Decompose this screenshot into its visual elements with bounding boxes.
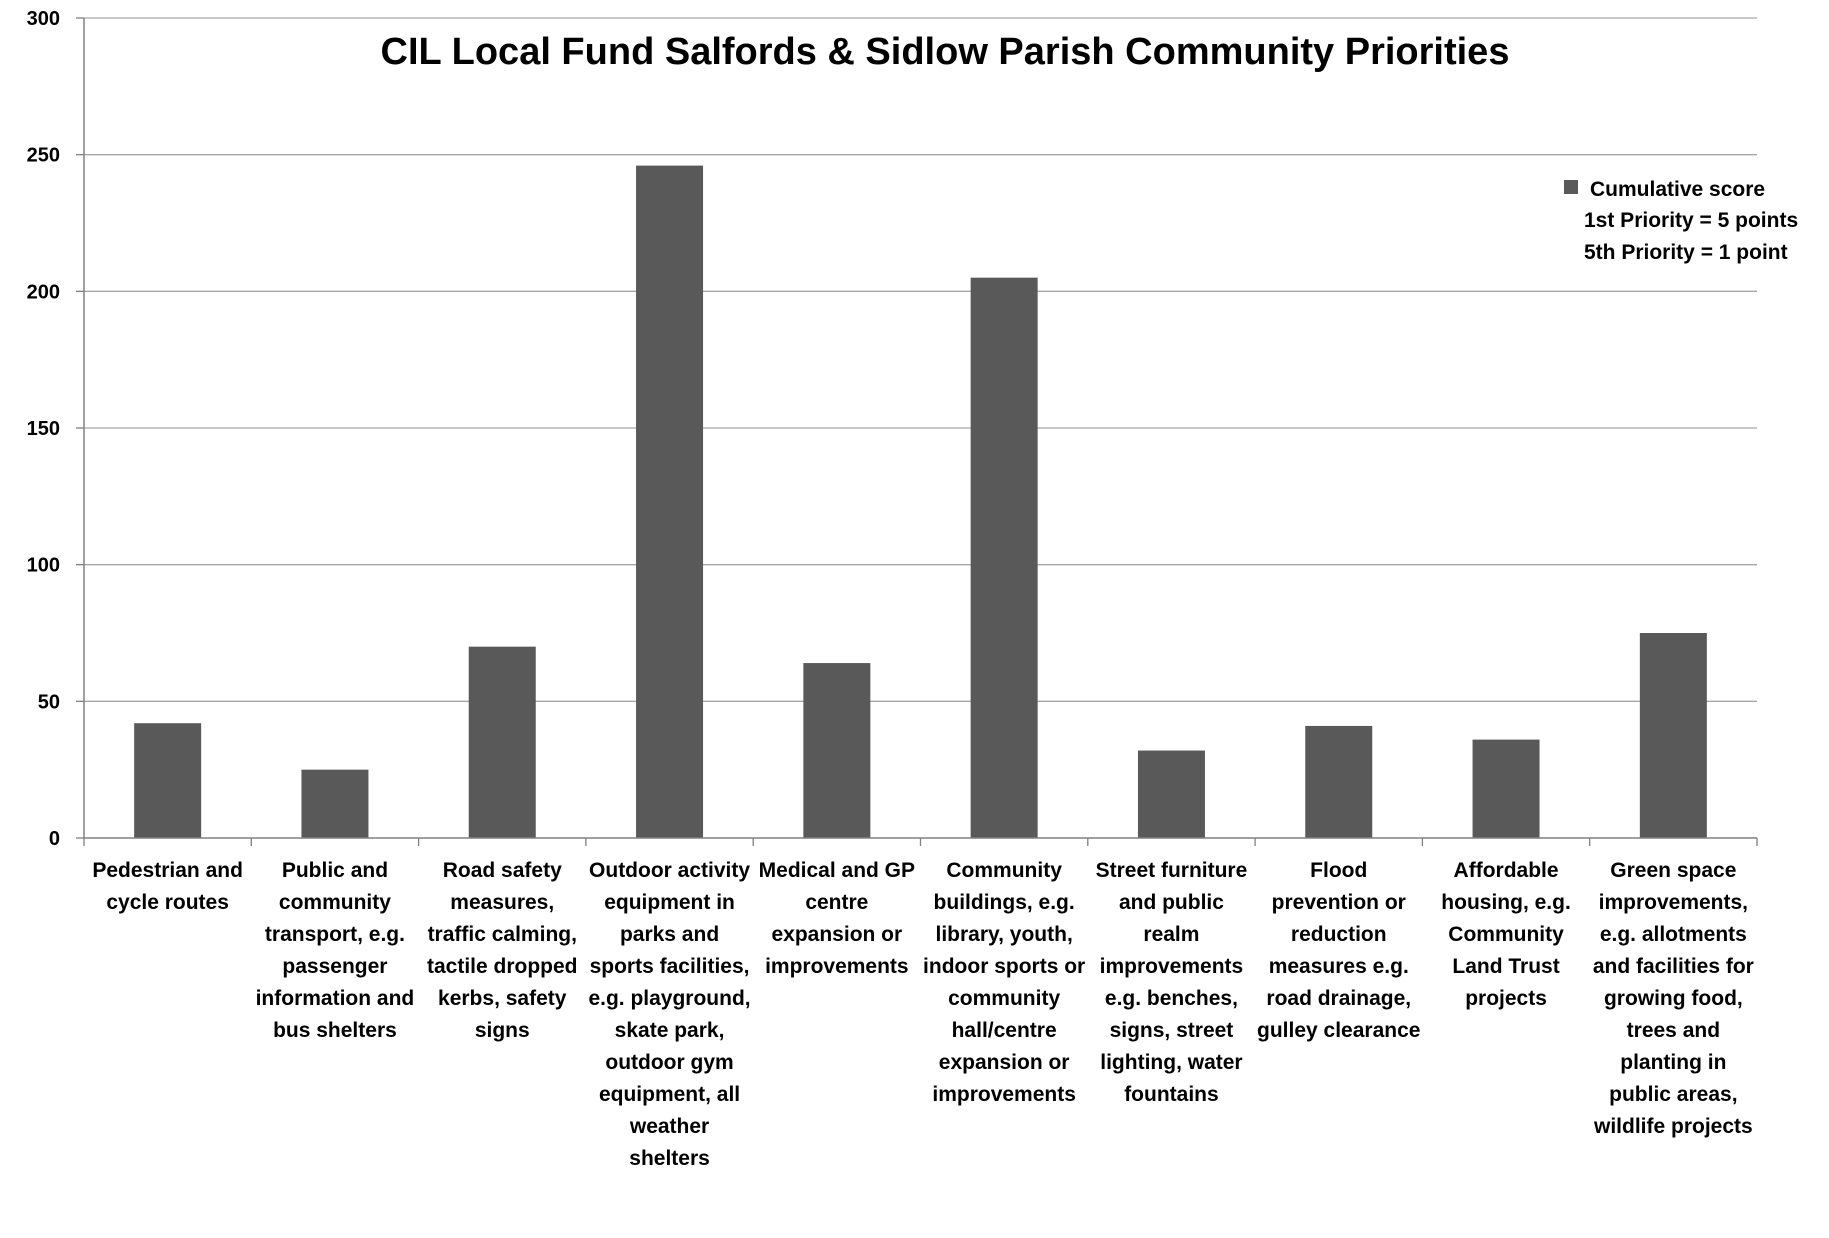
- legend-label: Cumulative score: [1590, 178, 1765, 201]
- bar: [301, 769, 369, 838]
- x-tick-label: Pedestrian and cycle routes: [92, 859, 243, 914]
- x-tick-label: Public and community transport, e.g. pas…: [255, 859, 415, 1042]
- bar: [1472, 739, 1540, 838]
- legend: Cumulative score 1st Priority = 5 points…: [1564, 178, 1798, 264]
- bar: [1305, 725, 1373, 838]
- bars: [134, 165, 1707, 839]
- y-tick-label: 200: [27, 281, 60, 303]
- axes: [83, 18, 1758, 846]
- legend-note-1: 1st Priority = 5 points: [1584, 209, 1798, 232]
- gridlines: [84, 17, 1757, 702]
- x-tick-label: Flood prevention or reduction measures e…: [1257, 859, 1421, 1042]
- x-tick-label: Road safety measures, traffic calming, t…: [426, 859, 578, 1042]
- bar: [1639, 633, 1707, 838]
- x-tick-label: Medical and GP centre expansion or impro…: [758, 859, 916, 978]
- bar: [468, 646, 536, 838]
- bar: [134, 723, 202, 838]
- x-tick-label: Affordable housing, e.g. Community Land …: [1441, 859, 1571, 1010]
- chart-title: CIL Local Fund Salfords & Sidlow Parish …: [381, 31, 1510, 73]
- bar: [1137, 750, 1205, 838]
- x-tick-label: Green space improvements, e.g. allotment…: [1592, 859, 1754, 1138]
- legend-swatch: [1564, 180, 1578, 194]
- x-tick-label: Street furniture and public realm improv…: [1095, 859, 1248, 1106]
- y-tick-label: 100: [27, 555, 60, 577]
- legend-note-2: 5th Priority = 1 point: [1584, 241, 1788, 264]
- y-tick-label: 50: [38, 691, 60, 713]
- y-tick-label: 0: [49, 828, 60, 850]
- y-tick-label: 250: [27, 145, 60, 167]
- y-tick-label: 300: [27, 8, 60, 30]
- bar: [970, 277, 1038, 839]
- bar: [803, 663, 871, 838]
- bar: [636, 165, 704, 839]
- x-tick-label: Community buildings, e.g. library, youth…: [923, 859, 1086, 1106]
- x-tick-label: Outdoor activity equipment in parks and …: [588, 859, 751, 1170]
- y-tick-label: 150: [27, 418, 60, 440]
- y-axis-ticks: 0 50 100 150 200 250 300: [27, 8, 84, 850]
